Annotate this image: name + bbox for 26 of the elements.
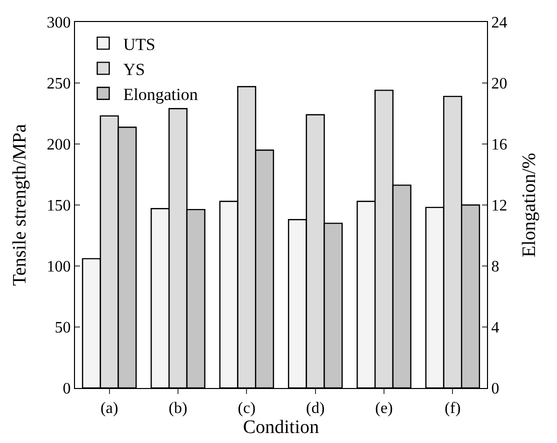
legend-label: UTS [123,34,156,54]
x-tick-label: (c) [238,400,256,418]
y-tick-label: 0 [62,380,71,398]
x-tick-label: (d) [306,400,325,418]
x-axis-title: Condition [242,417,320,438]
y2-tick-label: 0 [491,380,500,398]
y-tick-label: 250 [46,76,71,93]
y-tick-label: 150 [46,198,71,215]
y2-tick-label: 16 [491,136,508,154]
y2-tick-label: 24 [491,14,508,32]
legend-label: YS [123,60,145,79]
x-tick-label: (e) [375,400,393,418]
y-tick-label: 200 [46,136,71,154]
y2-tick-label: 4 [491,320,500,337]
y2-tick-label: 20 [491,76,508,93]
x-tick-label: (b) [168,400,188,418]
y2-tick-label: 12 [491,198,508,215]
y-tick-label: 50 [54,320,71,337]
x-tick-label: (f) [444,400,461,418]
y-axis-title: Tensile strength/MPa [10,124,31,286]
y2-axis-title: Elongation/% [519,152,540,258]
y-tick-label: 300 [46,14,71,32]
x-tick-label: (a) [100,400,118,418]
y2-tick-label: 8 [491,258,500,276]
legend-label: Elongation [123,85,198,104]
y-tick-label: 100 [46,258,71,276]
